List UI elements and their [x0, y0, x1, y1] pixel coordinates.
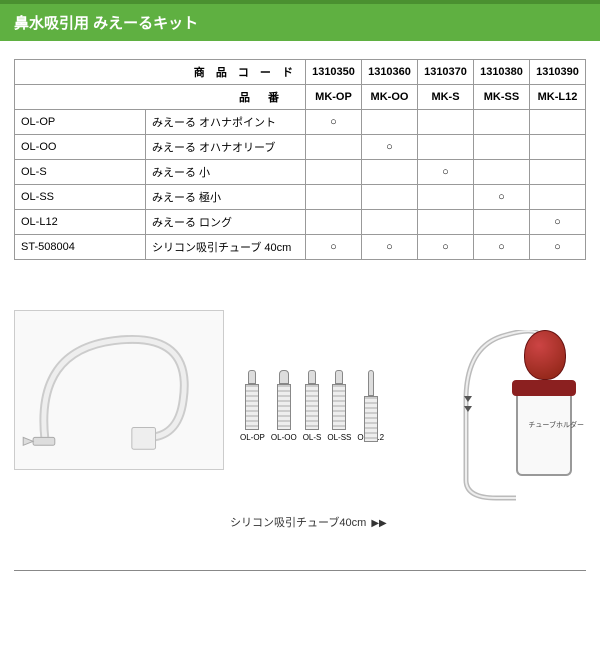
row-code: OL-OO	[15, 135, 146, 160]
mark-cell: ○	[362, 235, 418, 260]
page-title: 鼻水吸引用 みえーるキット	[0, 4, 600, 41]
holder-label: チューブホルダー	[528, 420, 584, 430]
mark-cell	[418, 185, 474, 210]
row-code: OL-OP	[15, 110, 146, 135]
mark-cell	[474, 110, 530, 135]
mark-cell: ○	[530, 210, 586, 235]
nozzle-lineup: OL-OP OL-OO OL-S OL-SS OL-L12	[240, 370, 384, 442]
table-row: OL-OP みえーる オハナポイント ○	[15, 110, 586, 135]
row-name: みえーる 小	[146, 160, 306, 185]
row-name: シリコン吸引チューブ 40cm	[146, 235, 306, 260]
mark-cell	[306, 185, 362, 210]
pn-cell: MK-OP	[306, 85, 362, 110]
mark-cell	[474, 210, 530, 235]
jar-lid-icon	[512, 380, 576, 396]
row-code: OL-L12	[15, 210, 146, 235]
nozzle-label: OL-S	[303, 433, 322, 442]
mark-cell	[362, 210, 418, 235]
pn-cell: MK-OO	[362, 85, 418, 110]
pn-cell: MK-L12	[530, 85, 586, 110]
mark-cell	[362, 185, 418, 210]
mark-cell	[362, 160, 418, 185]
table-row: ST-508004 シリコン吸引チューブ 40cm ○ ○ ○ ○ ○	[15, 235, 586, 260]
row-code: OL-S	[15, 160, 146, 185]
mark-cell	[530, 135, 586, 160]
mark-cell	[418, 135, 474, 160]
nozzle-item: OL-SS	[327, 370, 351, 442]
mark-cell: ○	[474, 185, 530, 210]
mark-cell	[530, 160, 586, 185]
pn-cell: MK-SS	[474, 85, 530, 110]
mark-cell: ○	[362, 135, 418, 160]
mark-cell: ○	[306, 235, 362, 260]
mark-cell: ○	[530, 235, 586, 260]
table-row: OL-OO みえーる オハナオリーブ ○	[15, 135, 586, 160]
partno-header-row: 品番 MK-OP MK-OO MK-S MK-SS MK-L12	[15, 85, 586, 110]
mark-cell	[306, 210, 362, 235]
code-cell: 1310350	[306, 60, 362, 85]
product-table-container: 商 品 コ ー ド 1310350 1310360 1310370 131038…	[0, 41, 600, 270]
row-code: OL-SS	[15, 185, 146, 210]
mark-cell	[306, 160, 362, 185]
nozzle-label: OL-OP	[240, 433, 265, 442]
header-code-label: 商 品 コ ー ド	[15, 60, 306, 85]
tube-caption-text: シリコン吸引チューブ40cm	[230, 517, 366, 529]
row-name: みえーる オハナポイント	[146, 110, 306, 135]
pn-cell: MK-S	[418, 85, 474, 110]
bottom-divider	[14, 570, 586, 571]
mark-cell: ○	[418, 235, 474, 260]
mark-cell: ○	[418, 160, 474, 185]
tube-photo	[14, 310, 224, 470]
code-cell: 1310390	[530, 60, 586, 85]
row-code: ST-508004	[15, 235, 146, 260]
nozzle-label: OL-OO	[271, 433, 297, 442]
nozzle-item: OL-S	[303, 370, 322, 442]
row-name: みえーる 極小	[146, 185, 306, 210]
mark-cell	[418, 110, 474, 135]
image-area: OL-OP OL-OO OL-S OL-SS OL-L12 チューブホ	[0, 270, 600, 570]
tube-caption: シリコン吸引チューブ40cm ▶▶	[230, 514, 387, 530]
row-name: みえーる オハナオリーブ	[146, 135, 306, 160]
nozzle-item: OL-OP	[240, 370, 265, 442]
mark-cell: ○	[474, 235, 530, 260]
product-matrix-table: 商 品 コ ー ド 1310350 1310360 1310370 131038…	[14, 59, 586, 260]
pump-diagram: チューブホルダー	[446, 330, 586, 510]
collection-jar-icon	[516, 396, 572, 476]
code-cell: 1310370	[418, 60, 474, 85]
code-cell: 1310380	[474, 60, 530, 85]
nozzle-label: OL-SS	[327, 433, 351, 442]
code-cell: 1310360	[362, 60, 418, 85]
mark-cell	[418, 210, 474, 235]
pump-bulb-icon	[524, 330, 566, 380]
mark-cell	[362, 110, 418, 135]
row-name: みえーる ロング	[146, 210, 306, 235]
table-row: OL-S みえーる 小 ○	[15, 160, 586, 185]
mark-cell	[306, 135, 362, 160]
table-row: OL-SS みえーる 極小 ○	[15, 185, 586, 210]
tube-photo-svg	[15, 311, 223, 469]
code-header-row: 商 品 コ ー ド 1310350 1310360 1310370 131038…	[15, 60, 586, 85]
table-row: OL-L12 みえーる ロング ○	[15, 210, 586, 235]
nozzle-item: OL-L12	[357, 370, 384, 442]
mark-cell	[474, 135, 530, 160]
mark-cell	[474, 160, 530, 185]
nozzle-item: OL-OO	[271, 370, 297, 442]
arrow-icon: ▶▶	[371, 518, 386, 529]
mark-cell	[530, 185, 586, 210]
mark-cell	[530, 110, 586, 135]
header-pn-label: 品番	[15, 85, 306, 110]
mark-cell: ○	[306, 110, 362, 135]
